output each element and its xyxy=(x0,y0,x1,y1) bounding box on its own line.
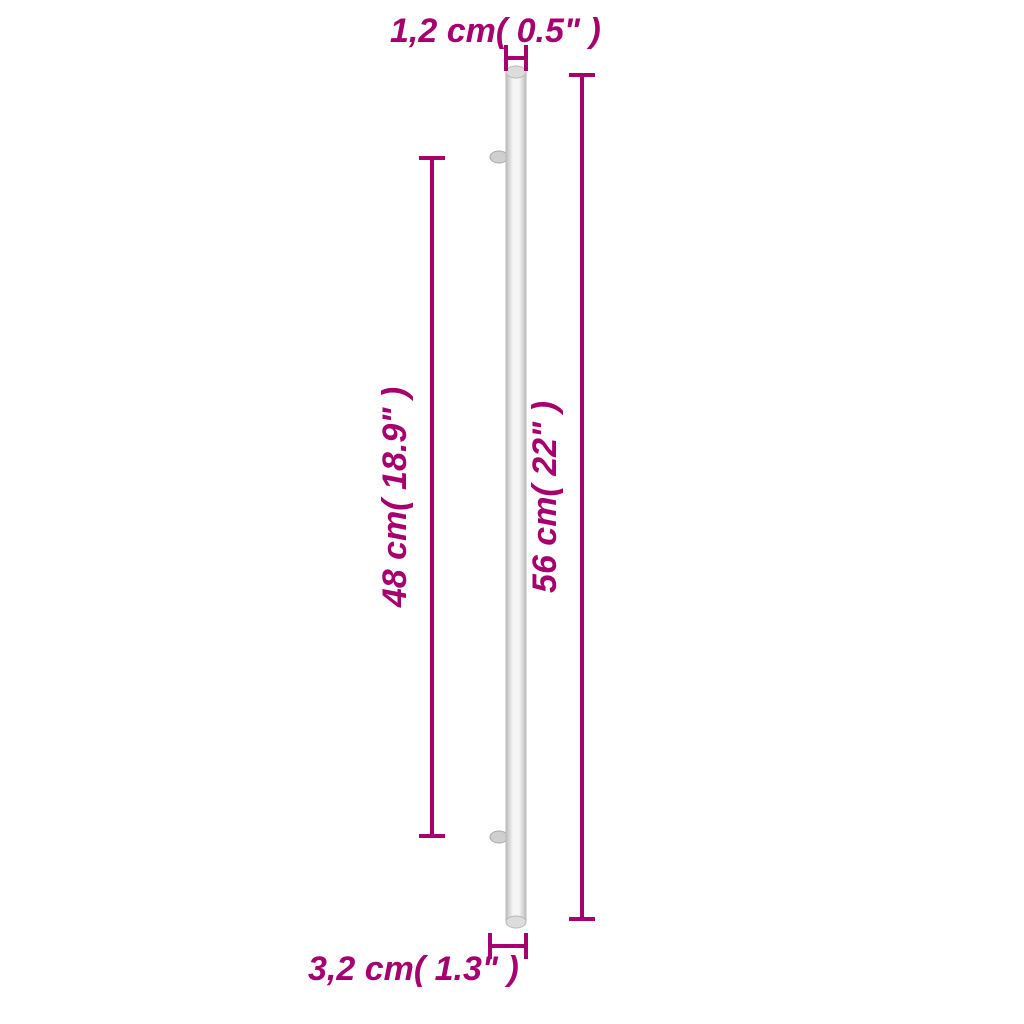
label-top-diameter: 1,2 cm( 0.5" ) xyxy=(390,12,601,50)
handle-bar xyxy=(506,66,526,928)
dim-right-height xyxy=(569,75,595,919)
dim-left-height xyxy=(419,158,445,836)
standoff-bottom xyxy=(490,831,508,843)
label-bottom-depth: 3,2 cm( 1.3" ) xyxy=(308,950,519,988)
label-right-height: 56 cm( 22" ) xyxy=(526,401,564,593)
label-left-height: 48 cm( 18.9" ) xyxy=(376,387,414,608)
standoff-top xyxy=(490,151,508,163)
